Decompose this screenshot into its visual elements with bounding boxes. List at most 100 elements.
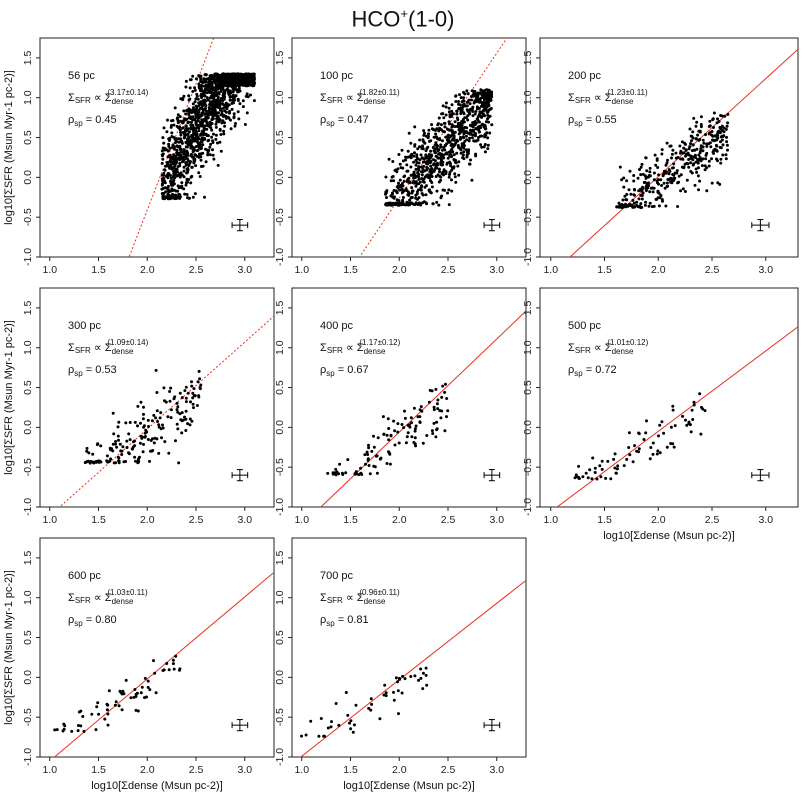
data-point xyxy=(384,175,388,179)
data-point xyxy=(366,453,370,456)
data-point xyxy=(475,99,479,103)
data-point xyxy=(200,96,204,100)
data-point xyxy=(715,149,719,153)
data-point xyxy=(393,443,397,447)
data-point xyxy=(725,124,729,128)
data-point xyxy=(690,408,694,412)
data-point xyxy=(77,710,81,714)
x-tick-label: 2.5 xyxy=(705,514,720,526)
data-point xyxy=(201,94,205,98)
data-point xyxy=(450,103,454,107)
data-point xyxy=(456,121,460,125)
data-point xyxy=(450,178,453,182)
data-point xyxy=(218,99,222,103)
data-point xyxy=(139,400,143,404)
data-point xyxy=(185,193,189,196)
data-point xyxy=(432,163,435,167)
data-point xyxy=(488,131,492,135)
data-point xyxy=(429,179,432,183)
data-point xyxy=(233,87,236,91)
scale-label: 300 pc xyxy=(68,320,102,332)
data-point xyxy=(725,140,729,144)
data-point xyxy=(466,92,470,96)
data-point xyxy=(446,127,449,131)
data-point xyxy=(223,124,227,128)
data-point xyxy=(435,127,439,131)
data-point xyxy=(403,409,406,413)
data-point xyxy=(96,701,100,705)
data-point xyxy=(134,708,138,712)
data-point xyxy=(681,157,685,161)
data-point xyxy=(425,202,429,206)
data-point xyxy=(120,708,124,712)
data-point xyxy=(232,115,236,119)
x-tick-label: 1.5 xyxy=(91,764,106,776)
data-point xyxy=(710,157,713,161)
data-point xyxy=(478,134,482,138)
data-point xyxy=(142,424,146,428)
data-point xyxy=(694,160,698,164)
data-point xyxy=(686,162,690,166)
data-point xyxy=(187,94,191,98)
data-point xyxy=(443,169,447,173)
data-point xyxy=(450,142,454,146)
data-point xyxy=(459,135,462,139)
data-point xyxy=(124,678,128,682)
data-point xyxy=(221,79,225,83)
data-point xyxy=(695,147,699,151)
correlation-label: ρsp = 0.81 xyxy=(320,614,369,628)
data-point xyxy=(695,170,699,174)
data-point xyxy=(468,136,472,140)
data-point xyxy=(437,152,440,156)
scale-label: 700 pc xyxy=(320,570,354,582)
data-point xyxy=(648,170,652,174)
data-point xyxy=(425,168,429,172)
data-point xyxy=(201,151,205,155)
data-point xyxy=(679,157,683,161)
data-point xyxy=(473,112,477,116)
data-point xyxy=(446,156,450,160)
data-point xyxy=(146,679,150,683)
data-point xyxy=(180,181,184,185)
data-point xyxy=(436,407,440,411)
data-point xyxy=(116,425,120,429)
data-point xyxy=(152,413,156,417)
data-point xyxy=(188,196,191,200)
data-point xyxy=(209,112,213,116)
data-point xyxy=(182,109,186,113)
data-point xyxy=(400,148,404,152)
data-point xyxy=(700,405,703,409)
data-point xyxy=(439,416,443,420)
data-point xyxy=(209,103,213,107)
y-tick-label: 1.0 xyxy=(22,90,34,105)
data-point xyxy=(480,115,483,119)
data-point xyxy=(387,427,391,430)
data-point xyxy=(152,659,155,663)
data-point xyxy=(191,195,195,199)
data-point xyxy=(163,179,166,183)
data-point xyxy=(213,108,217,112)
data-point xyxy=(76,729,80,733)
data-point xyxy=(379,456,383,460)
data-point xyxy=(679,189,683,193)
data-point xyxy=(699,115,703,119)
fit-line xyxy=(320,310,526,507)
data-point xyxy=(195,149,199,153)
data-point xyxy=(194,120,198,124)
data-point xyxy=(187,178,191,181)
data-point xyxy=(439,143,443,147)
data-point xyxy=(699,159,703,163)
data-point xyxy=(396,680,400,684)
data-point xyxy=(62,727,66,731)
data-point xyxy=(179,171,183,175)
data-point xyxy=(421,687,425,691)
data-point xyxy=(400,191,404,194)
data-point xyxy=(718,182,722,186)
data-point xyxy=(138,455,141,459)
data-point xyxy=(180,141,184,145)
data-point xyxy=(183,128,187,132)
data-point xyxy=(177,461,181,465)
data-point xyxy=(387,438,391,442)
data-point xyxy=(670,179,674,183)
data-point xyxy=(319,717,323,720)
